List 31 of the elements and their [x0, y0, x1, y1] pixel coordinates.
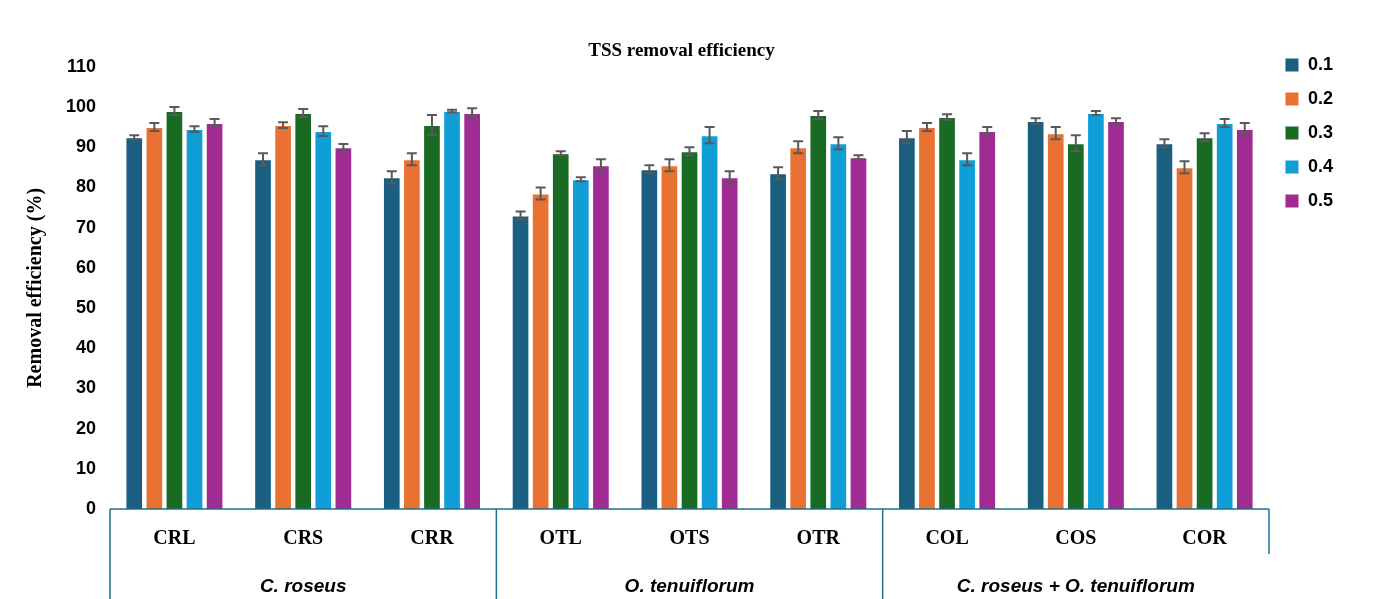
x-tick-label: COS [1055, 526, 1097, 549]
legend-label: 0.1 [1307, 53, 1334, 74]
text: O. tenuiflorum [624, 575, 755, 597]
x-tick-label: OTR [796, 526, 841, 549]
x-tick-label: CRR [410, 526, 455, 549]
legend-label: 0.5 [1307, 189, 1334, 210]
y-tick-label: 110 [66, 55, 97, 76]
x-tick-label: CRL [153, 526, 196, 549]
chart-title: TSS removal efficiency [588, 39, 776, 61]
y-tick-label: 100 [65, 95, 97, 116]
x-tick-label: COL [925, 526, 969, 549]
y-axis-title: Removal efficiency (%) [23, 187, 47, 388]
legend-label: 0.3 [1307, 121, 1334, 142]
y-tick-label: 80 [76, 176, 97, 197]
x-tick-label: OTS [669, 526, 710, 549]
y-tick-label: 90 [76, 136, 97, 157]
y-tick-label: 40 [76, 337, 97, 358]
y-tick-label: 70 [76, 216, 97, 237]
y-tick-label: 0 [86, 497, 97, 518]
y-tick-label: 10 [76, 457, 97, 478]
y-tick-label: 30 [76, 377, 97, 398]
y-tick-label: 60 [76, 256, 97, 277]
x-tick-label: CRS [283, 526, 324, 549]
x-tick-label: COR [1182, 526, 1228, 549]
y-tick-label: 20 [76, 417, 97, 438]
legend-label: 0.4 [1307, 155, 1334, 176]
x-tick-label: OTL [539, 526, 582, 549]
y-tick-label: 50 [76, 296, 97, 317]
legend-label: 0.2 [1307, 87, 1334, 108]
text: C. roseus [259, 575, 347, 597]
text: C. roseus + O. tenuiflorum [956, 575, 1195, 597]
